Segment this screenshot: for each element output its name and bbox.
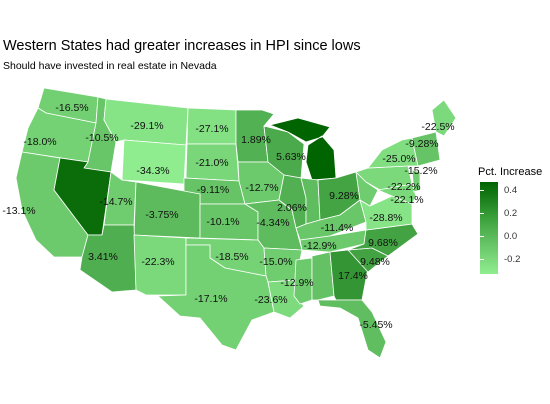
state-label-arizona: 3.41% — [88, 251, 118, 263]
state-label-wyoming: -34.3% — [136, 165, 169, 177]
state-label-new-jersey: -15.2% — [404, 165, 437, 177]
state-new-jersey — [411, 169, 421, 193]
state-label-pennsylvania: -22.2% — [387, 181, 420, 193]
state-label-minnesota: 1.89% — [241, 134, 271, 146]
legend-tick-1: 0.2 — [504, 208, 518, 219]
state-texas — [157, 244, 275, 351]
state-label-tennessee: -12.9% — [303, 240, 336, 252]
state-label-louisiana: -23.6% — [254, 294, 287, 306]
state-new-mexico — [133, 234, 187, 296]
state-label-georgia: 17.4% — [338, 270, 368, 282]
state-alabama — [311, 251, 335, 301]
state-maryland — [377, 183, 417, 205]
state-label-washington: -16.5% — [55, 102, 88, 114]
state-label-maryland: -22.1% — [390, 194, 423, 206]
state-vermont — [411, 131, 441, 167]
state-shapes — [15, 87, 457, 359]
state-label-new-mexico: -22.3% — [141, 256, 174, 268]
state-florida — [317, 299, 387, 359]
state-label-maine: -22.5% — [421, 121, 454, 133]
state-label-virginia: -28.8% — [369, 212, 402, 224]
map-subtitle: Should have invested in real estate in N… — [3, 60, 217, 72]
state-label-arkansas: -15.0% — [259, 256, 292, 268]
state-label-oklahoma: -18.5% — [215, 251, 248, 263]
state-label-kansas: -10.1% — [206, 216, 239, 228]
map-title: Western States had greater increases in … — [3, 38, 361, 54]
state-maine — [431, 99, 457, 137]
state-label-california: -13.1% — [2, 205, 35, 217]
state-label-wisconsin: 5.63% — [276, 151, 306, 163]
legend-tick-2: 0.0 — [504, 231, 518, 242]
state-label-montana: -29.1% — [130, 120, 163, 132]
state-label-new-york: -25.0% — [382, 153, 415, 165]
state-label-north-carolina: 9.68% — [368, 237, 398, 249]
state-label-idaho: -10.5% — [85, 132, 118, 144]
legend-colorbar — [480, 182, 498, 274]
state-label-mississippi: -12.9% — [280, 277, 313, 289]
state-labels: -16.5% -18.0% -10.5% -29.1% -34.3% -27.1% -21.… — [2, 102, 454, 331]
state-label-illinois: 2.06% — [277, 202, 307, 214]
state-mississippi — [293, 257, 313, 305]
state-label-vermont: -9.28% — [405, 138, 438, 150]
state-wyoming — [121, 139, 187, 185]
state-label-missouri: -4.34% — [256, 217, 289, 229]
state-label-north-dakota: -27.1% — [195, 123, 228, 135]
state-label-texas: -17.1% — [194, 293, 227, 305]
state-label-ohio: 9.28% — [329, 190, 359, 202]
state-virginia — [359, 195, 413, 231]
legend-tick-3: -0.2 — [504, 254, 521, 265]
state-label-colorado: -3.75% — [145, 209, 178, 221]
state-label-kentucky: -11.4% — [321, 222, 354, 234]
state-label-florida: -5.45% — [359, 319, 392, 331]
state-label-oregon: -18.0% — [23, 136, 56, 148]
legend: Pct. Increase 0.4 0.2 0.0 -0.2 — [478, 166, 548, 276]
state-label-south-dakota: -21.0% — [195, 157, 228, 169]
state-label-iowa: -12.7% — [245, 182, 278, 194]
state-label-utah: -14.7% — [99, 196, 132, 208]
state-label-nebraska: -9.11% — [197, 184, 230, 196]
legend-tick-0: 0.4 — [504, 185, 518, 196]
legend-title: Pct. Increase — [478, 166, 543, 178]
state-label-south-carolina: 9.48% — [360, 256, 390, 268]
